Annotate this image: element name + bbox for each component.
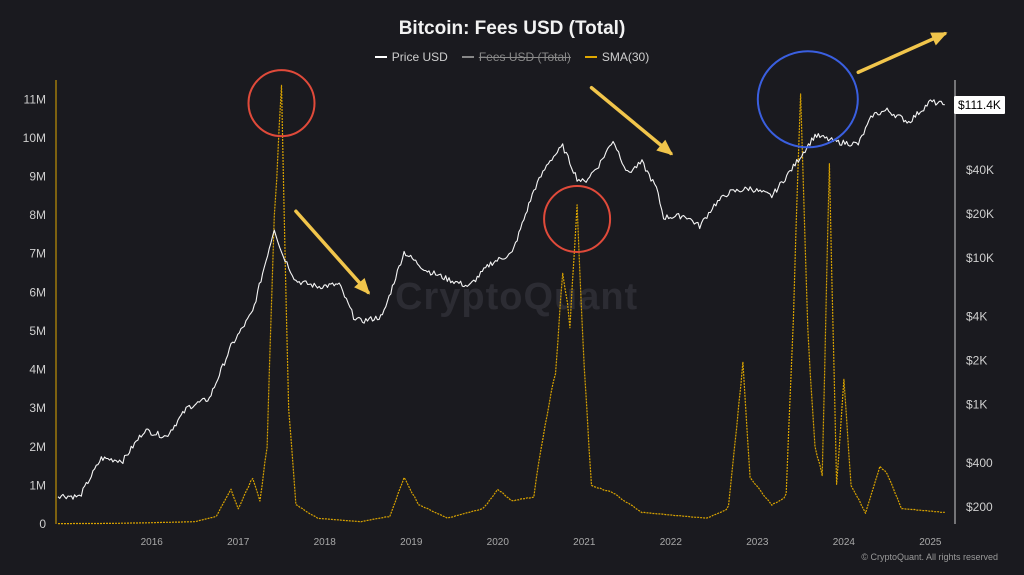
chart-title: Bitcoin: Fees USD (Total) xyxy=(398,18,626,39)
x-tick-label: 2019 xyxy=(400,537,423,548)
y2-tick-label: $20K xyxy=(966,207,994,221)
y-tick-label: 6M xyxy=(29,285,46,299)
y2-tick-label: $1K xyxy=(966,398,987,412)
x-tick-label: 2023 xyxy=(746,537,769,548)
legend-swatch-sma xyxy=(584,56,597,58)
legend-swatch-fees xyxy=(461,56,474,58)
y-tick-label: 11M xyxy=(24,92,46,106)
y-tick-label: 8M xyxy=(29,208,46,222)
chart-legend: Price USD Fees USD (Total) SMA(30) xyxy=(0,50,1024,64)
y-tick-label: 4M xyxy=(29,363,46,377)
annotation-circle xyxy=(247,69,316,138)
legend-label-sma: SMA(30) xyxy=(601,50,650,64)
y-tick-label: 7M xyxy=(29,247,46,261)
footer-copyright: © CryptoQuant. All rights reserved xyxy=(861,552,998,562)
x-tick-label: 2016 xyxy=(141,537,164,548)
series-line-price-usd xyxy=(57,99,945,500)
price-tag: $111.4K xyxy=(954,96,1005,114)
y-tick-label: 3M xyxy=(29,401,46,415)
legend-label-fees: Fees USD (Total) xyxy=(478,50,571,64)
y-tick-label: 1M xyxy=(29,478,46,492)
x-tick-label: 2024 xyxy=(833,537,856,548)
y2-tick-label: $400 xyxy=(966,456,993,470)
legend-item-price[interactable]: Price USD xyxy=(374,50,448,64)
legend-swatch-price xyxy=(374,56,387,58)
x-tick-label: 2018 xyxy=(314,537,337,548)
legend-item-sma[interactable]: SMA(30) xyxy=(584,50,650,64)
y-tick-label: 2M xyxy=(29,440,46,454)
annotation-circle xyxy=(756,50,859,149)
annotation-arrow-head xyxy=(656,139,674,156)
watermark: CryptoQuant xyxy=(395,276,639,318)
annotation-arrow-shaft xyxy=(856,31,947,75)
x-tick-label: 2025 xyxy=(919,537,942,548)
y-tick-label: 0 xyxy=(39,517,46,531)
x-tick-label: 2017 xyxy=(227,537,250,548)
x-tick-label: 2022 xyxy=(660,537,683,548)
legend-item-fees[interactable]: Fees USD (Total) xyxy=(461,50,571,64)
y-tick-label: 9M xyxy=(29,170,46,184)
annotation-arrow-head xyxy=(930,32,948,46)
series-line-sma30 xyxy=(58,84,945,525)
y2-tick-label: $200 xyxy=(966,500,993,514)
y2-tick-label: $2K xyxy=(966,353,987,367)
annotation-circle xyxy=(543,184,612,253)
y2-tick-label: $10K xyxy=(966,251,994,265)
annotation-arrow-shaft xyxy=(589,85,673,156)
x-tick-label: 2021 xyxy=(573,537,596,548)
legend-label-price: Price USD xyxy=(391,50,448,64)
y-tick-label: 5M xyxy=(29,324,46,338)
y-tick-label: 10M xyxy=(23,131,46,145)
annotation-arrow-shaft xyxy=(294,209,370,295)
y2-tick-label: $4K xyxy=(966,309,987,323)
annotation-arrow-head xyxy=(354,278,370,295)
y2-tick-label: $40K xyxy=(966,163,994,177)
x-tick-label: 2020 xyxy=(487,537,510,548)
